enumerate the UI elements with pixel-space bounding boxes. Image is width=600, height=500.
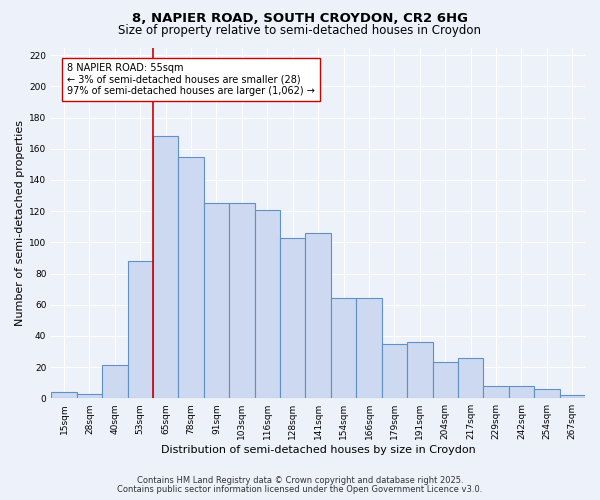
Bar xyxy=(204,204,229,398)
Text: Contains public sector information licensed under the Open Government Licence v3: Contains public sector information licen… xyxy=(118,485,482,494)
Bar xyxy=(407,342,433,398)
Bar xyxy=(51,392,77,398)
Bar xyxy=(458,358,484,398)
Bar xyxy=(560,395,585,398)
Y-axis label: Number of semi-detached properties: Number of semi-detached properties xyxy=(15,120,25,326)
Bar xyxy=(280,238,305,398)
Bar xyxy=(484,386,509,398)
Text: 8, NAPIER ROAD, SOUTH CROYDON, CR2 6HG: 8, NAPIER ROAD, SOUTH CROYDON, CR2 6HG xyxy=(132,12,468,26)
Text: Size of property relative to semi-detached houses in Croydon: Size of property relative to semi-detach… xyxy=(119,24,482,37)
Bar xyxy=(433,362,458,398)
Bar xyxy=(509,386,534,398)
Text: 8 NAPIER ROAD: 55sqm
← 3% of semi-detached houses are smaller (28)
97% of semi-d: 8 NAPIER ROAD: 55sqm ← 3% of semi-detach… xyxy=(67,63,315,96)
Bar xyxy=(153,136,178,398)
Bar xyxy=(102,366,128,398)
Bar xyxy=(128,261,153,398)
X-axis label: Distribution of semi-detached houses by size in Croydon: Distribution of semi-detached houses by … xyxy=(161,445,476,455)
Bar xyxy=(77,394,102,398)
Bar xyxy=(229,204,254,398)
Bar xyxy=(534,389,560,398)
Text: Contains HM Land Registry data © Crown copyright and database right 2025.: Contains HM Land Registry data © Crown c… xyxy=(137,476,463,485)
Bar xyxy=(356,298,382,398)
Bar xyxy=(254,210,280,398)
Bar xyxy=(305,233,331,398)
Bar xyxy=(382,344,407,398)
Bar xyxy=(178,156,204,398)
Bar xyxy=(331,298,356,398)
